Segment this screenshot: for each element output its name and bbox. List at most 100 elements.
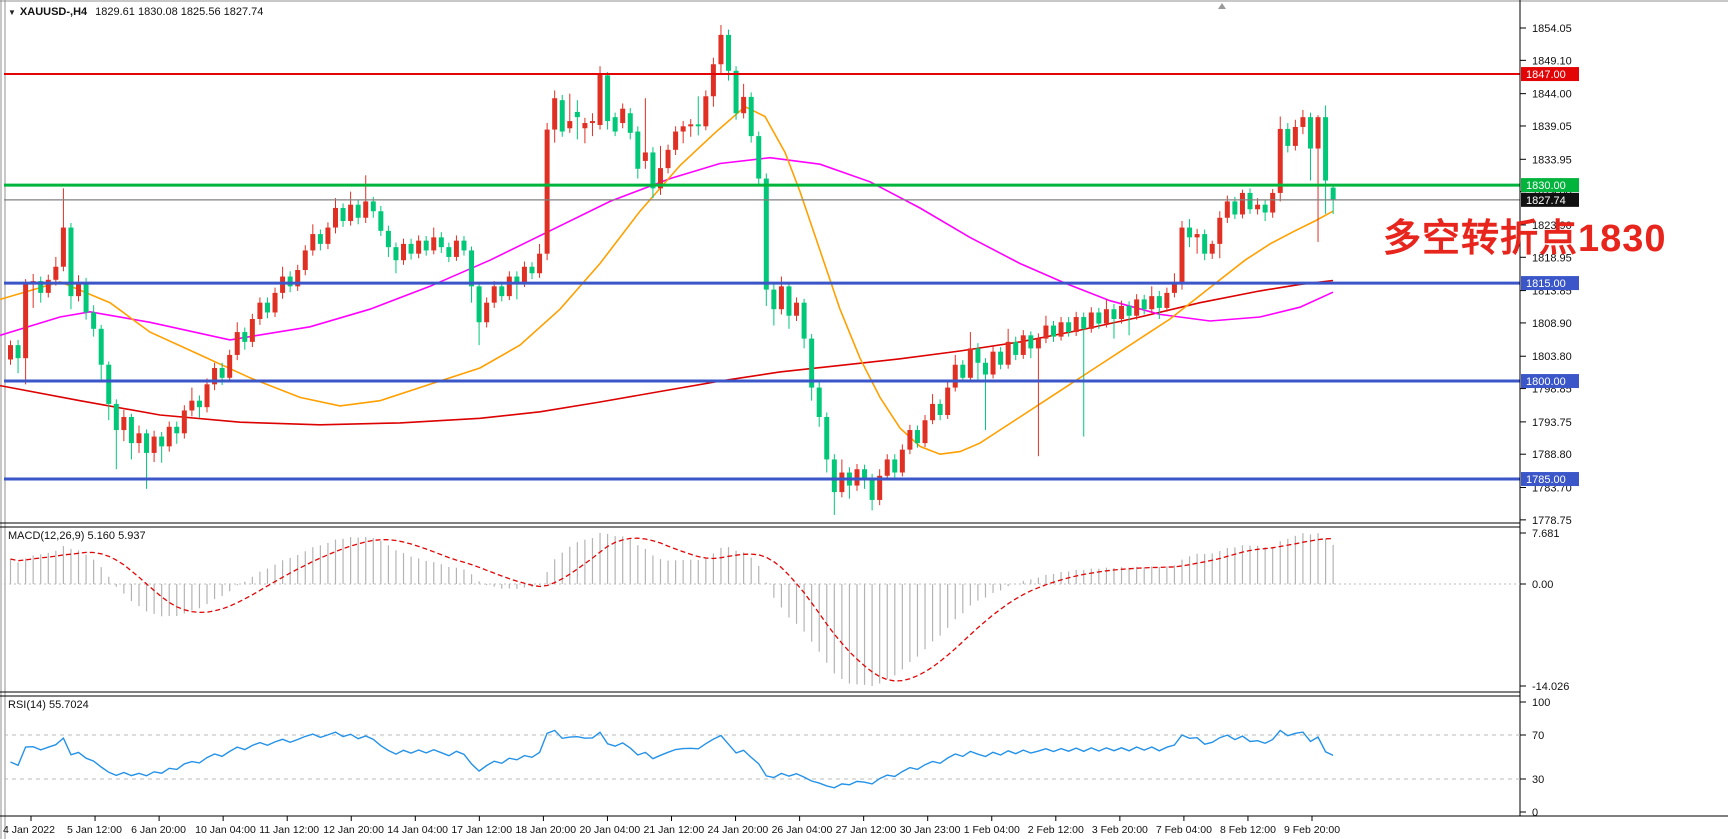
candle-bull [620,108,626,124]
candle-bull [544,129,550,254]
candle-bull [877,475,883,500]
rsi-axis-label: 0 [1532,807,1538,819]
ma-orange-line [0,105,1334,456]
candle-bull [884,459,890,476]
candle-bear [242,332,248,342]
candle-bull [506,276,512,297]
candle-bear [1262,204,1268,213]
candle-bull [922,420,928,444]
candle-bull [680,126,686,132]
level-badge-1800.00-bg [1521,374,1579,389]
time-axis[interactable]: 4 Jan 2022 5 Jan 12:00 6 Jan 20:00 10 Jan 0… [3,816,1340,836]
candle-bull [794,302,800,316]
time-tick-label: 18 Jan 20:00 [515,824,576,836]
candle-bull [76,283,82,297]
candle-bear [914,430,920,444]
price-axis[interactable]: 1854.051849.101844.001839.051833.951829.… [1519,0,1579,819]
symbol-dropdown-icon[interactable]: ▼ [8,8,16,17]
time-tick-label: 14 Jan 04:00 [387,824,448,836]
candle-bull [1315,117,1321,149]
level-badge-1785.00: 1785.00 [1526,474,1566,486]
candle-bull [53,266,59,280]
candle-bear [763,178,769,290]
time-tick-label: 4 Jan 2022 [3,824,55,836]
candle-bull [1194,234,1200,238]
time-tick-label: 5 Jan 12:00 [67,824,122,836]
candle-bear [1232,201,1238,215]
candle-bull [703,96,709,127]
candle-bull [257,302,263,320]
candle-bull [1073,317,1079,333]
candle-bull [136,433,142,444]
macd-name: MACD(12,26,9) [8,530,85,542]
candle-bear [612,117,618,132]
candle-bear [1051,325,1057,337]
candle-bull [204,384,210,408]
candle-bear [574,111,580,118]
candle-bull [1292,126,1298,146]
candle-bear [650,152,656,189]
candle-bear [1323,117,1329,181]
candle-bear [91,312,97,329]
price-annotation-text[interactable]: 多空转折点1830 [1383,218,1667,260]
macd-axis-label: -14.026 [1532,681,1569,693]
candle-bull [1043,325,1049,339]
time-tick-label: 12 Jan 20:00 [323,824,384,836]
chart-symbol-period: XAUUSD-,H4 [19,6,88,18]
candle-bear [370,201,376,212]
time-tick-label: 6 Jan 20:00 [131,824,186,836]
candle-bull [60,227,66,267]
candle-bull [589,121,595,124]
candle-bear [113,403,119,431]
candle-bull [295,270,301,287]
candle-bear [1202,234,1208,254]
candle-bull [484,302,490,323]
candle-bear [733,70,739,114]
candles-layer [8,25,1336,515]
rsi-indicator-label: RSI(14) 55.7024 [8,699,89,711]
price-tick-label: 1854.05 [1532,23,1572,35]
rsi-axis-label: 70 [1532,730,1544,742]
candle-bull [567,121,573,129]
candle-bear [499,286,505,297]
candle-bull [688,124,694,127]
time-tick-label: 17 Jan 12:00 [451,824,512,836]
level-badge-1830.00-bg [1521,178,1579,193]
macd-panel[interactable] [4,533,1520,686]
candle-bear [862,469,868,480]
candle-bull [642,152,648,161]
candle-bear [831,459,837,493]
candle-bull [1020,335,1026,355]
candle-bear [106,364,112,404]
candle-bull [416,240,422,254]
level-badge-1815.00: 1815.00 [1526,278,1566,290]
candle-bear [1066,322,1072,333]
candle-bull [778,286,784,310]
candle-bull [363,201,369,218]
price-tick-label: 1849.10 [1532,55,1572,67]
price-tick-label: 1844.00 [1532,89,1572,101]
time-tick-label: 21 Jan 12:00 [644,824,705,836]
candle-bull [854,469,860,486]
rsi-panel[interactable] [4,729,1520,789]
price-tick-label: 1839.05 [1532,121,1572,133]
rsi-value: 55.7024 [48,699,89,711]
candle-bull [597,73,603,126]
time-tick-label: 3 Feb 20:00 [1092,824,1148,836]
candle-bear [982,362,988,375]
candle-bear [174,426,180,434]
macd-main-value: 5.160 [87,530,116,542]
candle-bull [665,149,671,169]
candle-bull [945,387,951,416]
candle-bull [45,279,51,293]
candle-bull [582,123,588,129]
candle-bear [1285,128,1291,146]
candle-bull [151,436,157,453]
level-lines-layer[interactable] [4,73,1520,481]
chart-shift-marker-icon[interactable] [1218,3,1226,9]
candle-bull [332,207,338,228]
candle-bear [159,436,165,447]
